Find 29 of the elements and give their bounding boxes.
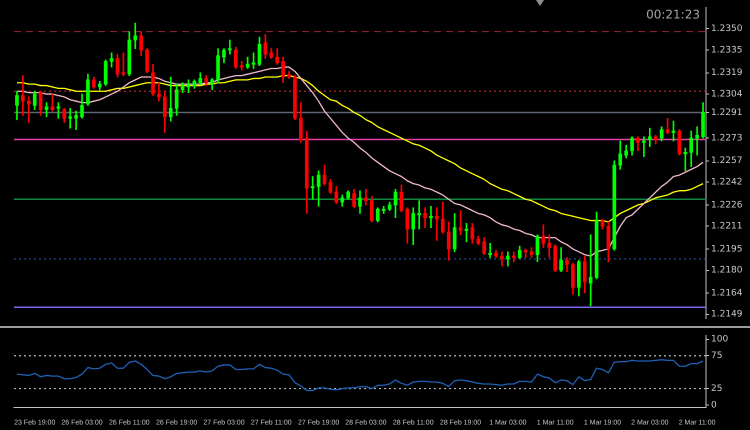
candlestick (666, 118, 670, 134)
candlestick (50, 94, 54, 112)
y-tick-label: 1.2149 (711, 310, 743, 320)
annotation: 00:21:23 (646, 8, 700, 22)
candlestick (252, 52, 256, 69)
candlestick (500, 251, 504, 266)
candlestick (429, 206, 433, 228)
y-tick-label: 75 (711, 351, 722, 362)
y-tick-label: 1.2335 (711, 45, 742, 56)
y-tick-label: 0 (711, 400, 717, 410)
y-tick-label: 1.2180 (711, 266, 743, 276)
candlestick (186, 80, 190, 93)
y-tick-label: 1.2291 (711, 108, 742, 118)
y-tick-label: 1.2226 (711, 200, 743, 210)
candlestick (458, 210, 462, 236)
y-tick-label: 1.2164 (711, 288, 743, 298)
y-tick-label: 1.2304 (711, 89, 743, 100)
y-tick-label: 1.2211 (711, 222, 742, 232)
candlestick (672, 120, 676, 142)
y-tick-label: 1.2273 (711, 133, 742, 144)
y-tick-label: 1.2319 (711, 68, 743, 78)
y-tick-label: 1.2257 (711, 156, 742, 166)
y-tick-label: 1.2242 (711, 178, 742, 188)
y-tick-label: 25 (711, 384, 722, 394)
candlestick (464, 223, 468, 242)
y-tick-label: 1.2350 (711, 24, 743, 34)
candlestick (423, 207, 427, 228)
y-tick-label: 1.2195 (711, 244, 742, 254)
y-tick-label: 100 (711, 334, 728, 345)
